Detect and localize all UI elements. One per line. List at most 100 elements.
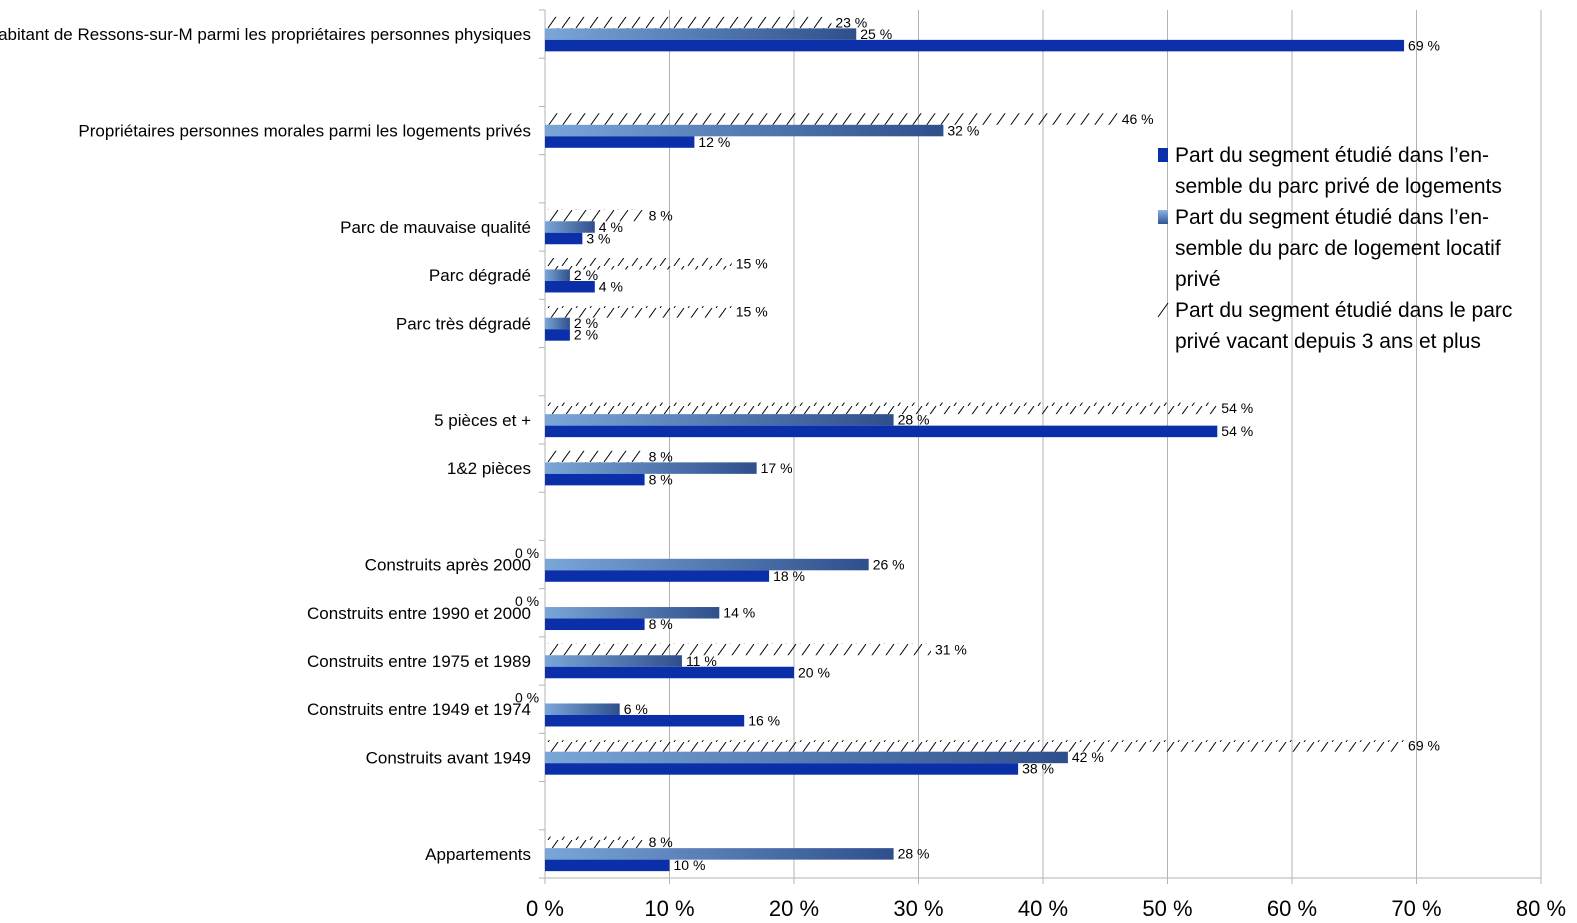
data-label: 14 % [723,605,755,621]
legend-entry-text: semble du parc privé de logements [1175,175,1502,198]
data-label: 28 % [898,412,930,428]
category-label: Construits entre 1990 et 2000 [307,604,531,623]
data-label: 8 % [649,207,673,223]
bar-locatif-prive [545,655,682,667]
bar-locatif-prive [545,414,894,426]
data-labels: 23 %25 % 69 % 46 % 32 % 12 % 8 % 4 %3 % 15 % 2 %… [515,14,1440,873]
data-label: 20 % [798,664,830,680]
bars [545,16,1405,872]
data-label: 3 % [586,230,610,246]
data-label: 2 % [574,315,598,331]
legend-entry-text: Part du segment étudié dans l’en- [1175,144,1489,167]
bar-vacant [545,306,732,318]
x-tick-label: 80 % [1516,896,1566,921]
bar-vacant [545,740,1405,752]
bar-locatif-prive [545,462,757,474]
category-label: Parc très dégradé [396,314,531,333]
bar-locatif-prive [545,28,857,40]
category-label: Propriétaires personnes morales parmi le… [78,122,531,141]
x-tick-label: 60 % [1267,896,1317,921]
category-label: 1&2 pièces [447,459,531,478]
bar-locatif-prive [545,221,595,233]
x-tick-label: 0 % [526,896,564,921]
bar-parc-prive [545,136,695,148]
data-label: 54 % [1221,423,1253,439]
data-label: 28 % [898,846,930,862]
legend-swatch-gradient [1158,210,1168,224]
data-label: 12 % [698,134,730,150]
category-label: Construits après 2000 [365,556,531,575]
bar-locatif-prive [545,124,944,137]
data-label: 15 % [736,255,768,271]
category-label: Parc de mauvaise qualité [340,218,531,237]
bar-parc-prive [545,329,570,341]
x-tick-label: 10 % [644,896,694,921]
x-tick-label: 40 % [1018,896,1068,921]
bar-locatif-prive [545,751,1068,764]
data-label: 23 % [835,14,867,30]
data-label: 4 % [599,219,623,235]
category-label: Habitant de Ressons-sur-M parmi les prop… [0,25,531,44]
data-label: 32 % [947,122,979,138]
data-label: 38 % [1022,761,1054,777]
legend-entry-text: privé vacant depuis 3 ans et plus [1175,330,1481,353]
axes [539,9,1542,884]
data-label: 6 % [624,701,648,717]
data-label: 69 % [1408,37,1440,53]
bar-parc-prive [545,473,645,486]
bar-locatif-prive [545,848,894,860]
bar-locatif-prive [545,558,869,571]
category-labels: Habitant de Ressons-sur-M parmi les prop… [0,25,531,864]
data-label: 54 % [1221,400,1253,416]
bar-parc-prive [545,859,670,872]
data-label: 69 % [1408,738,1440,754]
data-label: 0 % [515,689,539,705]
category-label: Parc dégradé [429,266,531,285]
bar-vacant [545,257,732,270]
data-label: 16 % [748,712,780,728]
bar-parc-prive [545,39,1405,52]
data-label: 18 % [773,568,805,584]
data-label: 46 % [1122,111,1154,127]
bar-parc-prive [545,763,1019,775]
data-label: 8 % [649,616,673,632]
legend-entry-text: semble du parc de logement locatif [1175,237,1501,260]
category-label: Construits avant 1949 [366,748,531,767]
data-label: 25 % [860,26,892,42]
data-label: 31 % [935,641,967,657]
bar-vacant [545,16,832,29]
bar-locatif-prive [545,317,570,330]
bar-parc-prive [545,425,1218,438]
x-tick-label: 30 % [893,896,943,921]
legend-swatch-solid [1158,148,1168,162]
bar-locatif-prive [545,269,570,281]
bar-parc-prive [545,666,794,679]
legend-entry-text: Part du segment étudié dans l’en- [1175,206,1489,229]
data-label: 0 % [515,593,539,609]
bar-vacant [545,836,645,849]
data-label: 2 % [574,327,598,343]
data-label: 42 % [1072,749,1104,765]
legend-swatch-hatch [1157,302,1169,318]
category-label: Construits entre 1949 et 1974 [307,700,531,719]
legend-entry-text: Part du segment étudié dans le parc [1175,299,1512,322]
category-label: Construits entre 1975 et 1989 [307,652,531,671]
legend: Part du segment étudié dans l’en-semble … [1157,144,1512,353]
bar-locatif-prive [545,607,720,619]
bar-vacant [545,450,645,463]
bar-parc-prive [545,280,595,293]
data-label: 10 % [674,857,706,873]
data-label: 8 % [649,471,673,487]
data-label: 8 % [649,834,673,850]
x-tick-labels: 0 % 10 % 20 % 30 % 40 % 50 % 60 % 70 % 80 % [526,896,1566,921]
bar-vacant [545,402,1218,415]
data-label: 8 % [649,448,673,464]
x-tick-label: 20 % [769,896,819,921]
x-tick-label: 70 % [1391,896,1441,921]
bar-vacant [545,209,645,222]
bar-parc-prive [545,618,645,631]
legend-entry-text: privé [1175,268,1221,291]
data-label: 11 % [686,653,717,669]
